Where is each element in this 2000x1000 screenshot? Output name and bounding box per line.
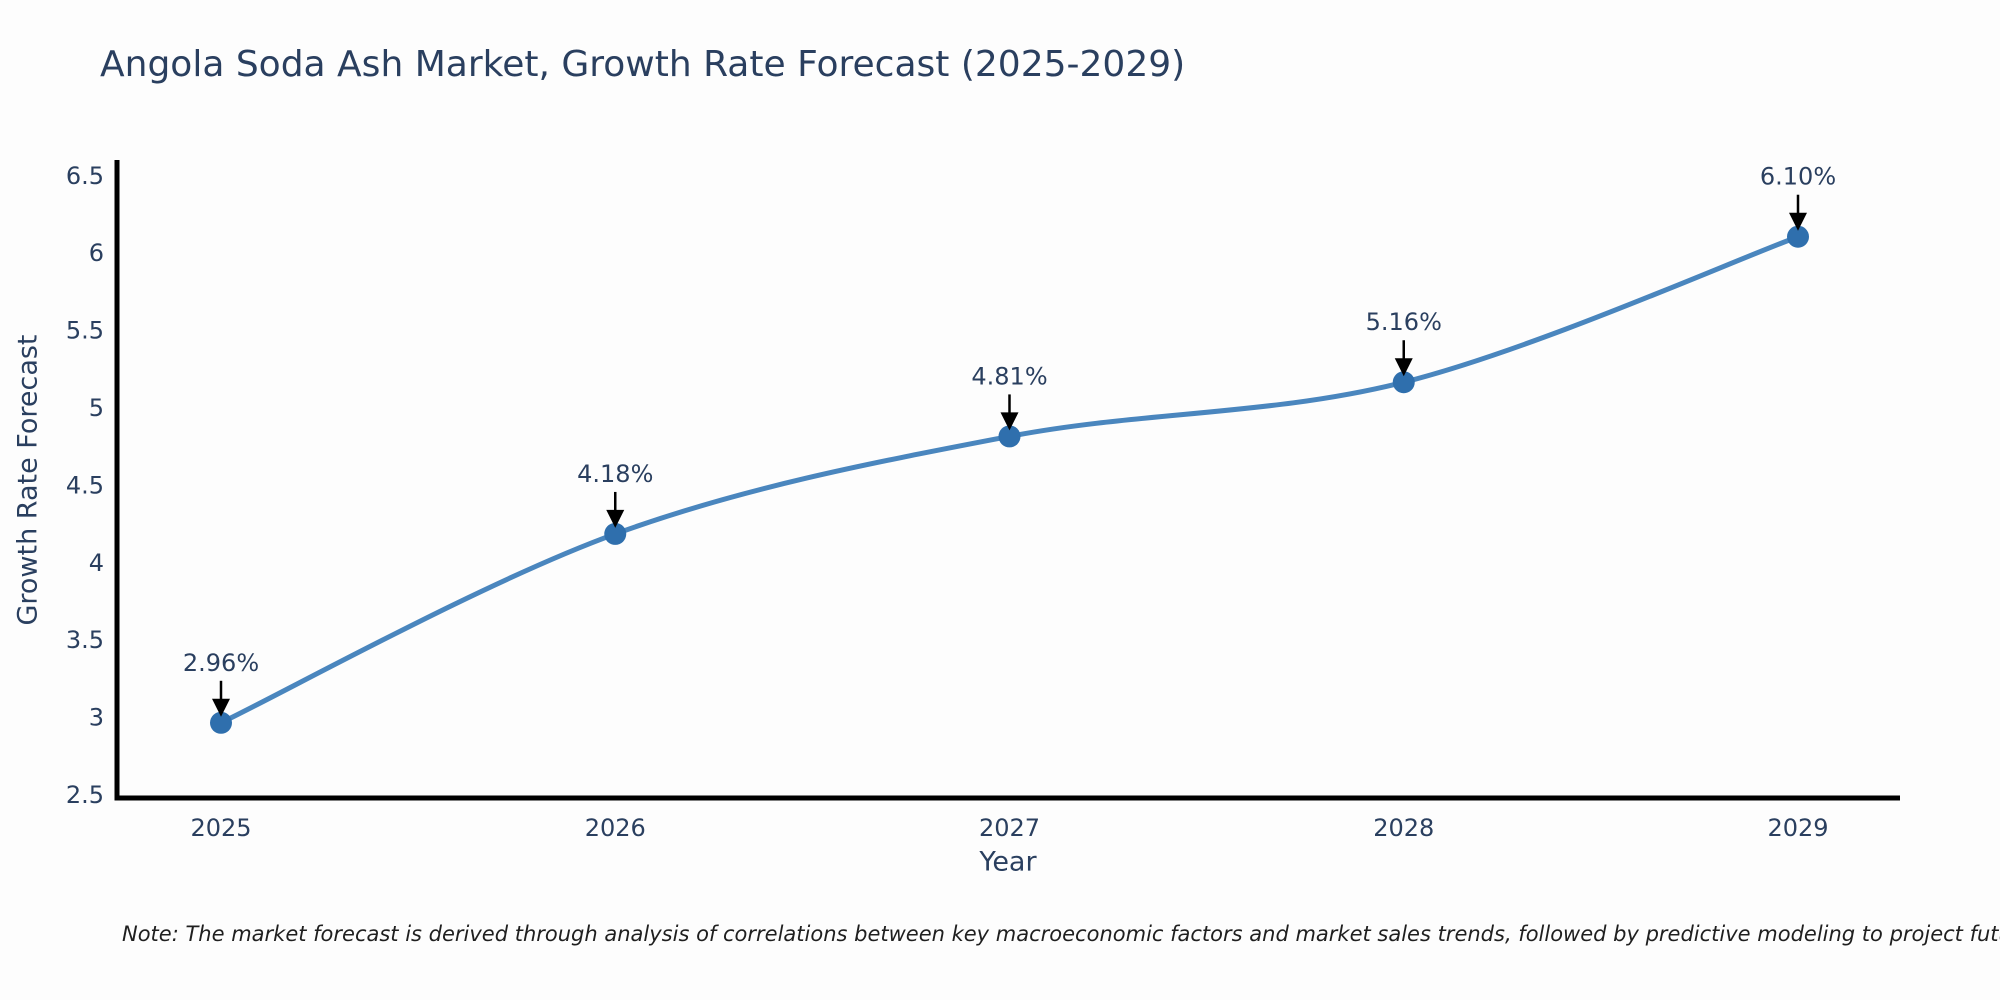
- x-tick-label: 2026: [585, 814, 646, 842]
- x-tick-label: 2028: [1373, 814, 1434, 842]
- chart-title: Angola Soda Ash Market, Growth Rate Fore…: [100, 44, 1186, 85]
- y-tick-label: 6.5: [66, 162, 104, 190]
- y-tick-label: 3.5: [66, 626, 104, 654]
- y-tick-label: 4: [89, 549, 104, 577]
- x-tick-label: 2029: [1767, 814, 1828, 842]
- y-tick-label: 5.5: [66, 317, 104, 345]
- data-point-label: 2.96%: [183, 649, 259, 677]
- data-point-2029: [1787, 225, 1809, 248]
- data-point-label: 6.10%: [1760, 163, 1836, 191]
- x-axis-title: Year: [979, 846, 1037, 878]
- trend-line: [218, 234, 1801, 726]
- footnote: Note: The market forecast is derived thr…: [122, 922, 2000, 946]
- x-axis-line: [114, 795, 1900, 801]
- y-tick-label: 6: [89, 239, 104, 267]
- y-axis-line: [114, 160, 120, 801]
- annotation-arrow-head: [1000, 412, 1019, 431]
- y-tick-label: 3: [89, 704, 104, 732]
- data-point-2028: [1392, 371, 1415, 394]
- data-point-label: 5.16%: [1366, 308, 1442, 336]
- annotation-arrow-head: [606, 509, 625, 528]
- data-point-2025: [210, 711, 232, 734]
- annotation-arrow-head: [1789, 212, 1807, 231]
- data-point-2026: [604, 522, 627, 545]
- x-tick-label: 2027: [979, 814, 1040, 842]
- annotation-arrow-head: [212, 698, 230, 717]
- data-point-label: 4.81%: [971, 362, 1047, 390]
- y-tick-label: 2.5: [66, 781, 104, 809]
- data-point-label: 4.18%: [577, 460, 653, 488]
- annotation-arrow-head: [1394, 358, 1413, 377]
- y-tick-label: 4.5: [66, 471, 104, 499]
- data-point-2027: [998, 425, 1021, 448]
- x-tick-label: 2025: [190, 814, 251, 842]
- y-tick-label: 5: [89, 394, 104, 422]
